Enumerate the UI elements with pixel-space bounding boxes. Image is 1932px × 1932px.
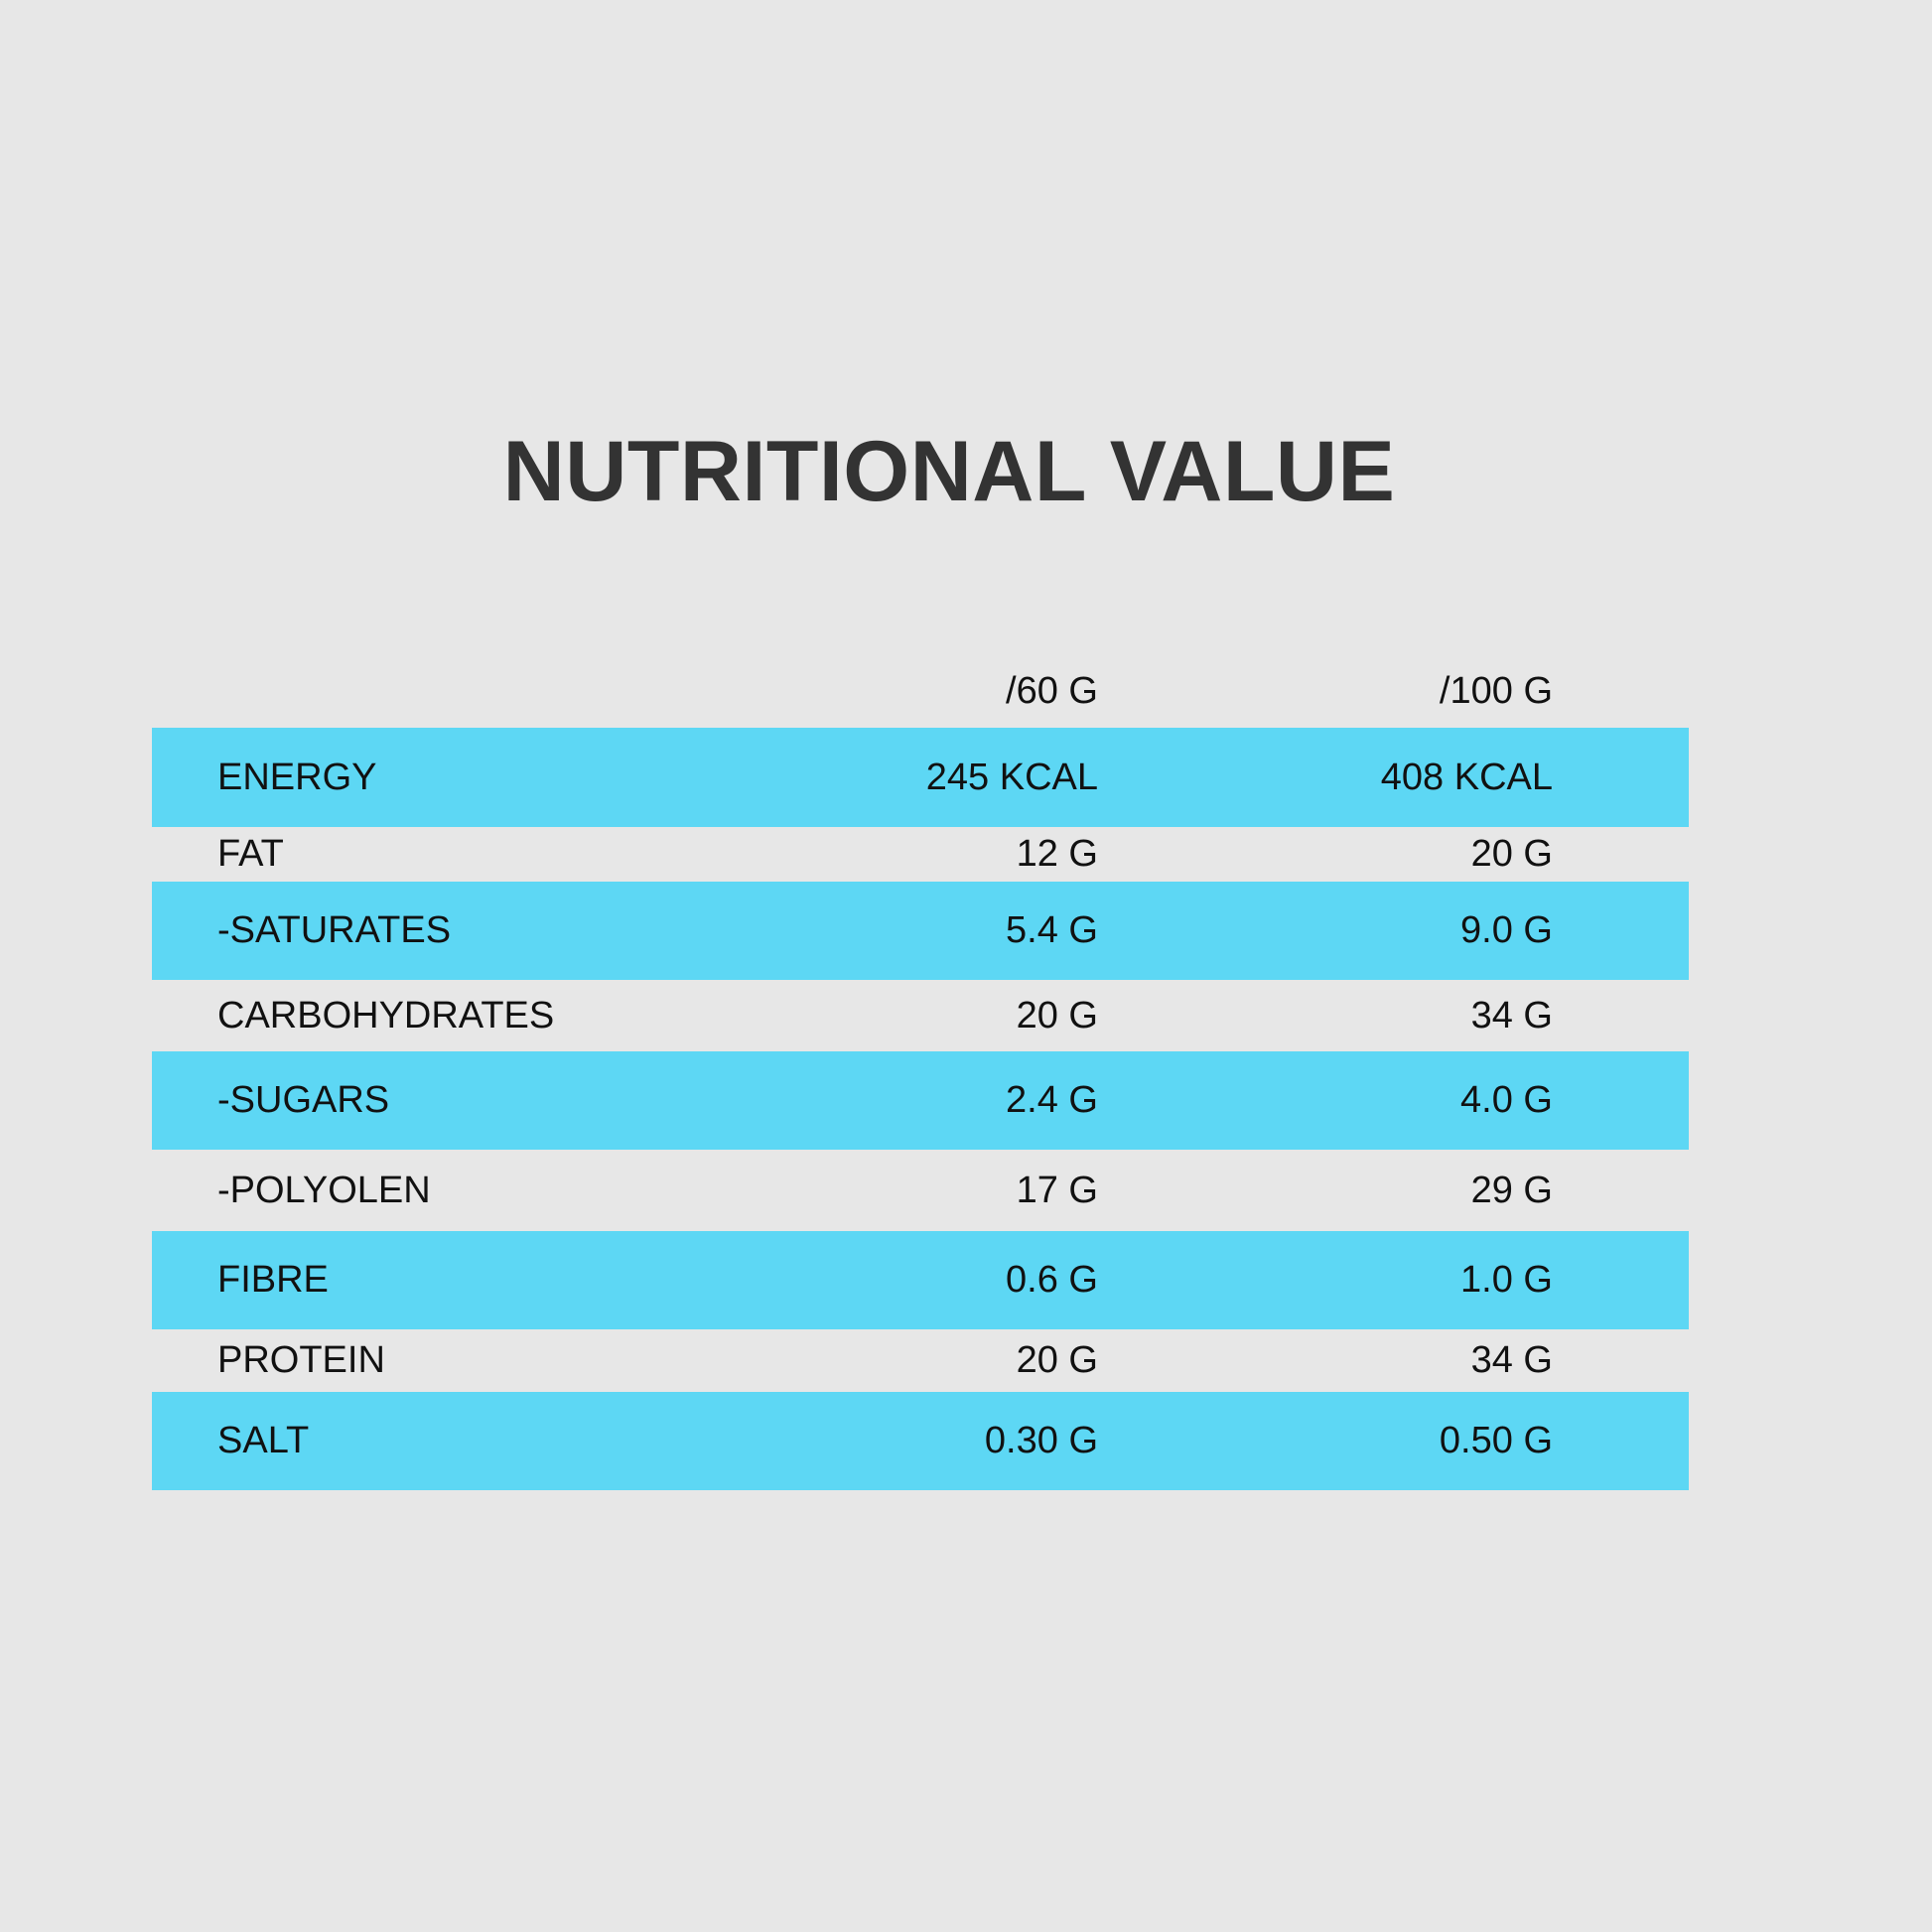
row-value-100g: 0.50 G — [1439, 1420, 1553, 1461]
row-value-60g: 12 G — [1016, 833, 1098, 875]
row-label: FIBRE — [217, 1259, 329, 1301]
row-label: PROTEIN — [217, 1339, 385, 1381]
row-value-100g: 408 KCAL — [1380, 756, 1553, 798]
table-row-saturates: -SATURATES 5.4 G 9.0 G — [152, 882, 1689, 980]
row-value-60g: 5.4 G — [1006, 909, 1098, 951]
row-label: ENERGY — [217, 756, 377, 798]
row-label: -POLYOLEN — [217, 1169, 431, 1211]
row-label: -SUGARS — [217, 1079, 390, 1121]
column-header-60g: /60 G — [1006, 669, 1098, 712]
row-label: FAT — [217, 833, 284, 875]
table-row-fibre: FIBRE 0.6 G 1.0 G — [152, 1231, 1689, 1329]
table-row-fat: FAT 12 G 20 G — [152, 827, 1689, 882]
row-value-60g: 245 KCAL — [925, 756, 1098, 798]
row-label: -SATURATES — [217, 909, 452, 951]
row-value-100g: 20 G — [1470, 833, 1553, 875]
row-value-60g: 2.4 G — [1006, 1079, 1098, 1121]
row-value-60g: 20 G — [1016, 1339, 1098, 1381]
table-row-carbohydrates: CARBOHYDRATES 20 G 34 G — [152, 980, 1689, 1051]
row-value-100g: 4.0 G — [1460, 1079, 1553, 1121]
row-value-100g: 34 G — [1470, 994, 1553, 1036]
row-value-100g: 1.0 G — [1460, 1259, 1553, 1301]
row-value-100g: 34 G — [1470, 1339, 1553, 1381]
table-row-protein: PROTEIN 20 G 34 G — [152, 1329, 1689, 1392]
table-row-sugars: -SUGARS 2.4 G 4.0 G — [152, 1051, 1689, 1150]
row-value-60g: 17 G — [1016, 1169, 1098, 1211]
row-value-60g: 20 G — [1016, 994, 1098, 1036]
table-row-salt: SALT 0.30 G 0.50 G — [152, 1392, 1689, 1490]
row-label: SALT — [217, 1420, 310, 1461]
row-value-60g: 0.6 G — [1006, 1259, 1098, 1301]
table-row-polyolen: -POLYOLEN 17 G 29 G — [152, 1150, 1689, 1231]
table-row-energy: ENERGY 245 KCAL 408 KCAL — [152, 728, 1689, 827]
table-header: /60 G /100 G — [152, 663, 1689, 719]
row-value-60g: 0.30 G — [984, 1420, 1098, 1461]
page-title: NUTRITIONAL VALUE — [502, 424, 1396, 519]
row-value-100g: 9.0 G — [1460, 909, 1553, 951]
column-header-100g: /100 G — [1439, 669, 1553, 712]
row-label: CARBOHYDRATES — [217, 994, 555, 1036]
row-value-100g: 29 G — [1470, 1169, 1553, 1211]
